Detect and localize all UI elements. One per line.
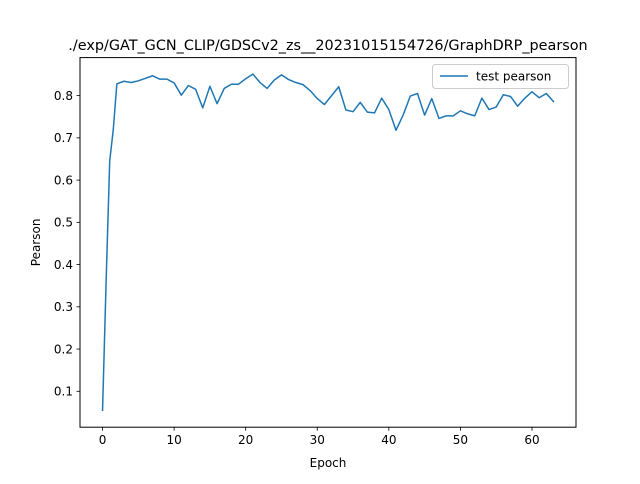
- x-tick-label: 20: [238, 433, 253, 447]
- legend-label: test pearson: [476, 70, 551, 84]
- legend-box: [432, 64, 569, 89]
- x-tick-label: 0: [99, 433, 107, 447]
- y-tick-label: 0.8: [54, 89, 73, 103]
- y-tick-label: 0.4: [54, 258, 73, 272]
- series-line-test-pearson: [101, 73, 555, 412]
- x-axis-ticks: 0 10 20 30 40 50 60: [99, 427, 540, 447]
- x-tick-label: 10: [166, 433, 181, 447]
- plot-area: [101, 73, 555, 412]
- y-tick-label: 0.1: [54, 385, 73, 399]
- y-axis-label: Pearson: [29, 219, 43, 267]
- x-tick-label: 50: [453, 433, 468, 447]
- y-tick-label: 0.2: [54, 342, 73, 356]
- y-tick-label: 0.6: [54, 173, 73, 187]
- y-axis-ticks: 0.1 0.2 0.3 0.4 0.5 0.6 0.7 0.8: [54, 89, 80, 399]
- y-tick-label: 0.5: [54, 216, 73, 230]
- x-tick-label: 60: [524, 433, 539, 447]
- chart-title: ./exp/GAT_GCN_CLIP/GDSCv2_zs__2023101515…: [68, 38, 587, 54]
- axes-frame: [79, 57, 577, 428]
- y-tick-label: 0.7: [54, 131, 73, 145]
- x-tick-label: 30: [310, 433, 325, 447]
- x-axis-label: Epoch: [310, 456, 347, 470]
- x-tick-label: 40: [381, 433, 396, 447]
- legend: test pearson: [432, 64, 569, 89]
- y-tick-label: 0.3: [54, 300, 73, 314]
